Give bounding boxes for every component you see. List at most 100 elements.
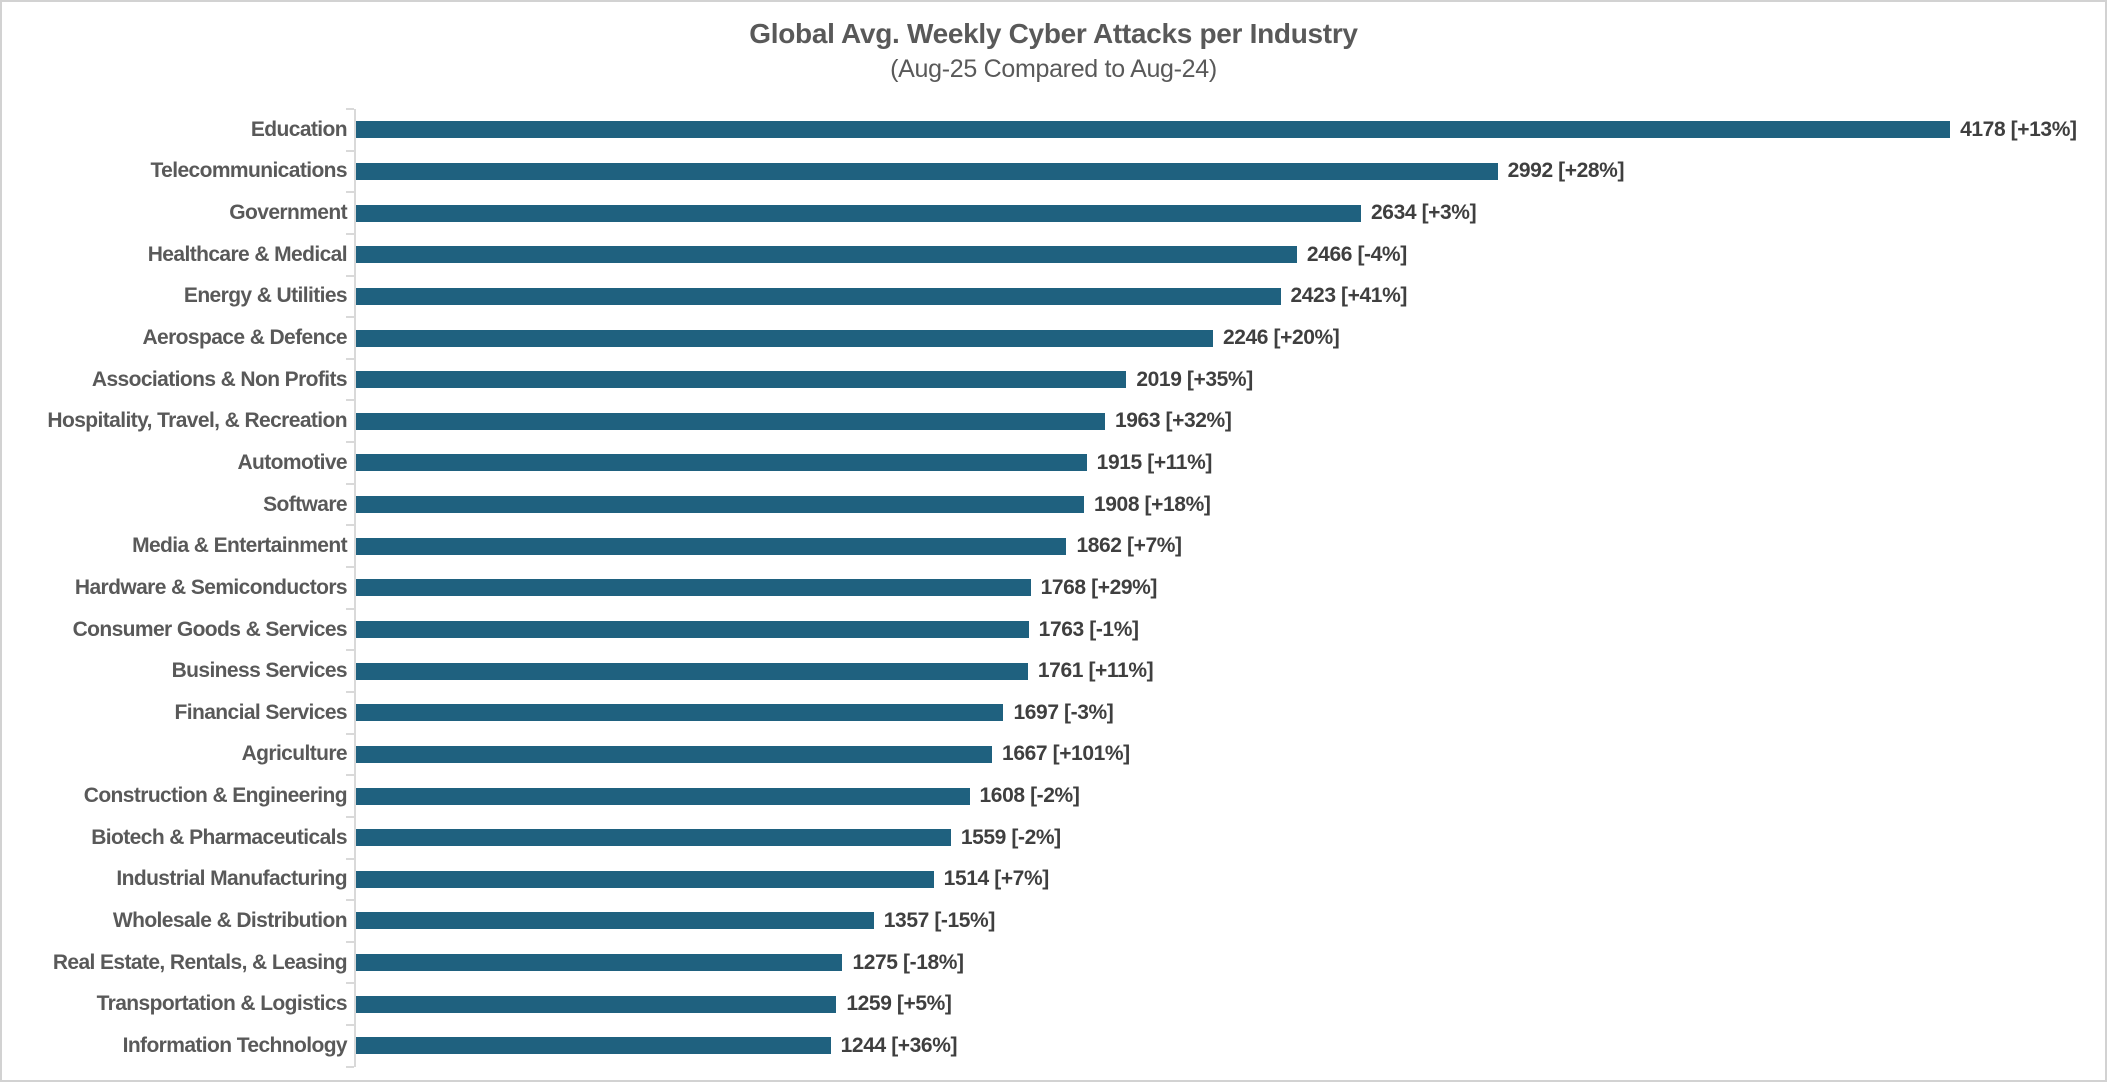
bar <box>356 704 1004 722</box>
value-label: 2466 [-4%] <box>1306 242 1407 266</box>
value-label: 1761 [+11%] <box>1037 659 1154 683</box>
bar-track: 1275 [-18%] <box>346 940 2073 984</box>
value-label: 1559 [-2%] <box>960 825 1061 849</box>
axis-tick <box>346 940 354 943</box>
axis-tick <box>346 649 354 652</box>
bar-track: 1761 [+11%] <box>346 649 2073 692</box>
category-label: Associations & Non Profits <box>91 367 348 391</box>
bar-track: 1514 [+7%] <box>346 857 2073 901</box>
bar <box>356 204 1362 222</box>
bar-row: Business Services 1761 [+11%] <box>2 649 2105 692</box>
bar-row: Real Estate, Rentals, & Leasing 1275 [-1… <box>2 940 2105 984</box>
value-label: 1963 [+32%] <box>1114 409 1232 433</box>
axis-tick <box>346 274 354 277</box>
category-label-cell: Information Technology <box>2 1025 354 1067</box>
category-label: Real Estate, Rentals, & Leasing <box>52 950 348 974</box>
axis-tick <box>346 982 354 985</box>
value-label: 1514 [+7%] <box>943 867 1050 891</box>
bar-row: Automotive 1915 [+11%] <box>2 441 2105 484</box>
bar-row: Associations & Non Profits 2019 [+35%] <box>2 357 2105 401</box>
axis-tick <box>346 732 354 735</box>
category-label: Education <box>250 117 348 141</box>
category-label-cell: Healthcare & Medical <box>2 234 354 276</box>
bar-row: Agriculture 1667 [+101%] <box>2 732 2105 776</box>
category-label: Hospitality, Travel, & Recreation <box>47 409 347 433</box>
bar-row: Media & Entertainment 1862 [+7%] <box>2 524 2105 568</box>
axis-tick <box>346 108 354 110</box>
bar-row: Hardware & Semiconductors 1768 [+29%] <box>2 566 2105 609</box>
category-label-cell: Consumer Goods & Services <box>2 609 354 651</box>
bar-track: 1963 [+32%] <box>346 399 2073 443</box>
bar-row: Energy & Utilities 2423 [+41%] <box>2 274 2105 318</box>
bar-track: 1259 [+5%] <box>346 982 2073 1026</box>
value-label: 2423 [+41%] <box>1290 284 1408 308</box>
category-label-cell: Automotive <box>2 442 354 484</box>
axis-tick <box>346 191 354 194</box>
chart-header: Global Avg. Weekly Cyber Attacks per Ind… <box>2 2 2105 86</box>
bar <box>356 954 843 972</box>
bar <box>356 412 1105 430</box>
bar <box>356 1037 831 1055</box>
category-label-cell: Media & Entertainment <box>2 525 354 567</box>
bar <box>356 579 1031 597</box>
bar-row: Aerospace & Defence 2246 [+20%] <box>2 316 2105 359</box>
bar-track: 1667 [+101%] <box>346 732 2073 776</box>
bar-track: 2246 [+20%] <box>346 316 2073 359</box>
axis-tick <box>346 232 354 235</box>
bar-track: 2019 [+35%] <box>346 357 2073 401</box>
bar-track: 1763 [-1%] <box>346 607 2073 651</box>
value-label: 1244 [+36%] <box>840 1033 958 1057</box>
bar <box>356 537 1067 555</box>
value-label: 1908 [+18%] <box>1094 492 1211 516</box>
axis-tick <box>346 399 354 402</box>
value-label: 2992 [+28%] <box>1507 159 1625 183</box>
bar-row: Biotech & Pharmaceuticals 1559 [-2%] <box>2 815 2105 859</box>
category-label-cell: Wholesale & Distribution <box>2 900 354 942</box>
bar-row: Wholesale & Distribution 1357 [-15%] <box>2 899 2105 942</box>
axis-tick <box>346 857 354 860</box>
bar <box>356 621 1029 638</box>
bar-row: Construction & Engineering 1608 [-2%] <box>2 774 2105 817</box>
category-label: Industrial Manufacturing <box>116 867 347 891</box>
chart-subtitle: (Aug-25 Compared to Aug-24) <box>890 55 1217 83</box>
category-label: Aerospace & Defence <box>142 326 347 350</box>
value-label: 1862 [+7%] <box>1076 534 1182 558</box>
bar-track: 1697 [-3%] <box>346 690 2073 734</box>
bar <box>356 662 1028 680</box>
category-label-cell: Agriculture <box>2 734 354 776</box>
category-label-cell: Government <box>2 192 354 234</box>
category-label-cell: Energy & Utilities <box>2 276 354 318</box>
bar-track: 2423 [+41%] <box>346 274 2073 318</box>
bar-chart-plot-area: Education 4178 [+13%] Telecommunications… <box>2 108 2105 1068</box>
bar-row: Education 4178 [+13%] <box>2 108 2105 151</box>
axis-tick <box>346 607 354 610</box>
bar <box>356 329 1213 347</box>
bar-track: 1357 [-15%] <box>346 899 2073 942</box>
axis-tick <box>346 815 354 818</box>
category-label-cell: Associations & Non Profits <box>2 359 354 401</box>
value-label: 1915 [+11%] <box>1096 450 1213 474</box>
bar <box>356 246 1297 264</box>
bar <box>356 787 970 805</box>
category-label-cell: Biotech & Pharmaceuticals <box>2 817 354 859</box>
category-label: Construction & Engineering <box>83 784 348 808</box>
bar <box>356 745 993 763</box>
bar <box>356 496 1084 514</box>
chart-title: Global Avg. Weekly Cyber Attacks per Ind… <box>749 18 1358 49</box>
bar-row: Telecommunications 2992 [+28%] <box>2 149 2105 193</box>
axis-tick <box>346 1065 354 1068</box>
bar <box>356 121 1951 139</box>
bar-track: 1608 [-2%] <box>346 774 2073 817</box>
bar-row: Software 1908 [+18%] <box>2 482 2105 526</box>
category-label: Biotech & Pharmaceuticals <box>91 825 347 849</box>
bar-track: 1559 [-2%] <box>346 815 2073 859</box>
category-label-cell: Transportation & Logistics <box>2 983 354 1025</box>
axis-tick <box>346 149 354 152</box>
bar <box>356 870 934 888</box>
category-label: Telecommunications <box>150 159 347 183</box>
category-label: Information Technology <box>122 1033 348 1057</box>
category-label: Government <box>229 201 347 225</box>
bar <box>356 454 1087 472</box>
bar-track: 1908 [+18%] <box>346 482 2073 526</box>
category-label-cell: Financial Services <box>2 692 354 734</box>
